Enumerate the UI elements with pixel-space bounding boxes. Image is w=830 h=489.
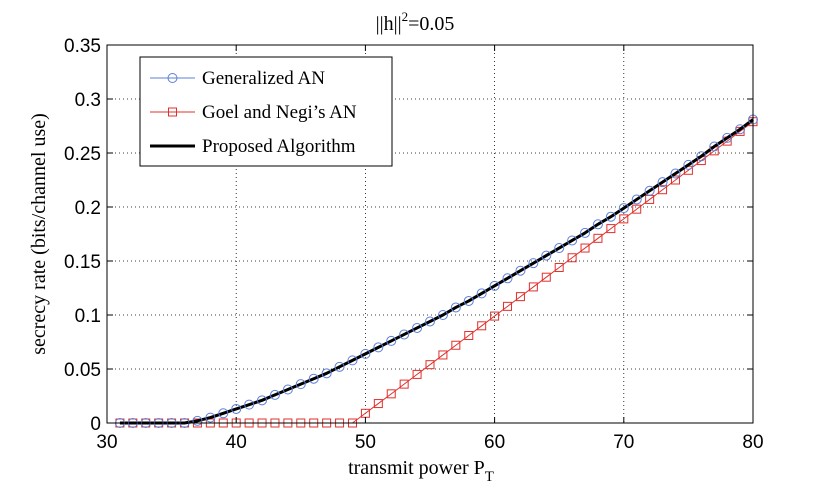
data-point-generalized-an	[437, 310, 448, 320]
data-point-generalized-an	[631, 194, 642, 205]
data-point-goel-and-negi-s-an	[658, 185, 668, 195]
data-point-generalized-an	[605, 211, 616, 222]
data-point-goel-and-negi-s-an	[451, 340, 461, 350]
data-point-generalized-an	[257, 395, 268, 406]
series-line-proposed-algorithm	[119, 118, 754, 425]
data-point-generalized-an	[347, 355, 358, 366]
y-axis-label: secrecy rate (bits/channel use)	[28, 113, 50, 355]
data-point-generalized-an	[321, 368, 332, 379]
data-point-generalized-an	[670, 168, 681, 179]
legend-label-generalized-an: Generalized AN	[202, 68, 325, 89]
data-point-goel-and-negi-s-an	[619, 214, 629, 224]
data-point-generalized-an	[412, 322, 423, 333]
ticks: 30 40 50 60 70 80 0 0.05 0.1 0.15 0.2 0.25 0.3 0.35	[64, 36, 764, 453]
y-tick-label: 0.05	[64, 360, 101, 381]
data-point-goel-and-negi-s-an	[438, 350, 448, 360]
data-point-generalized-an	[657, 177, 668, 188]
data-point-generalized-an	[231, 403, 242, 414]
data-point-goel-and-negi-s-an	[541, 272, 551, 282]
data-point-generalized-an	[735, 124, 746, 135]
data-point-generalized-an	[218, 408, 229, 419]
data-point-generalized-an	[683, 159, 694, 170]
data-point-generalized-an	[502, 273, 513, 284]
data-point-generalized-an	[360, 348, 371, 359]
data-point-generalized-an	[386, 335, 397, 346]
data-point-generalized-an	[541, 250, 552, 261]
y-tick-label: 0.3	[75, 90, 101, 111]
data-point-goel-and-negi-s-an	[670, 175, 680, 185]
data-point-goel-and-negi-s-an	[554, 262, 564, 272]
data-point-generalized-an	[244, 399, 255, 410]
data-point-generalized-an	[450, 302, 461, 313]
y-tick-label: 0.35	[64, 36, 101, 57]
data-point-goel-and-negi-s-an	[373, 399, 383, 409]
x-tick-label: 50	[355, 432, 376, 453]
data-point-generalized-an	[282, 384, 293, 395]
legend-label-proposed-algorithm: Proposed Algorithm	[202, 136, 356, 157]
data-point-generalized-an	[554, 243, 565, 254]
data-point-generalized-an	[644, 185, 655, 196]
data-point-goel-and-negi-s-an	[606, 224, 616, 234]
data-point-goel-and-negi-s-an	[490, 311, 500, 321]
data-point-goel-and-negi-s-an	[593, 233, 603, 243]
data-point-goel-and-negi-s-an	[632, 204, 642, 214]
data-point-generalized-an	[334, 361, 345, 372]
data-point-generalized-an	[463, 295, 474, 306]
data-point-generalized-an	[567, 235, 578, 246]
legend-item-goel-negi-an: Goel and Negi’s AN	[150, 102, 357, 123]
data-point-generalized-an	[205, 412, 216, 423]
data-point-generalized-an	[476, 288, 487, 299]
x-axis-label: transmit power PT	[348, 457, 494, 485]
legend: Generalized AN Goel and Negi’s AN Propos…	[139, 56, 393, 167]
x-tick-label: 40	[226, 432, 247, 453]
data-point-generalized-an	[373, 342, 384, 353]
data-point-generalized-an	[192, 415, 203, 426]
chart-title: ||h||2=0.05	[376, 9, 455, 35]
x-tick-label: 60	[484, 432, 505, 453]
data-point-goel-and-negi-s-an	[503, 301, 513, 311]
data-point-generalized-an	[295, 379, 306, 390]
data-point-generalized-an	[489, 280, 500, 291]
data-point-generalized-an	[308, 373, 319, 384]
legend-marker-circle-icon	[167, 73, 178, 83]
y-tick-label: 0.2	[75, 198, 101, 219]
data-point-generalized-an	[580, 227, 591, 238]
data-point-goel-and-negi-s-an	[580, 243, 590, 253]
plot-frame	[106, 44, 754, 424]
data-point-goel-and-negi-s-an	[528, 282, 538, 292]
data-point-goel-and-negi-s-an	[412, 369, 422, 379]
data-point-generalized-an	[618, 203, 629, 214]
data-point-goel-and-negi-s-an	[464, 331, 474, 341]
data-point-generalized-an	[425, 316, 435, 327]
data-point-goel-and-negi-s-an	[386, 389, 396, 399]
data-point-generalized-an	[399, 329, 410, 340]
data-point-generalized-an	[528, 258, 539, 269]
x-tick-label: 30	[96, 432, 117, 453]
data-point-generalized-an	[515, 265, 526, 276]
data-point-generalized-an	[709, 141, 720, 152]
y-tick-label: 0.1	[75, 306, 101, 327]
y-tick-label: 0.15	[64, 252, 101, 273]
data-point-goel-and-negi-s-an	[515, 292, 525, 302]
legend-item-proposed-algorithm: Proposed Algorithm	[150, 136, 356, 157]
data-point-generalized-an	[696, 151, 707, 162]
legend-label-goel-negi-an: Goel and Negi’s AN	[202, 102, 357, 123]
x-tick-label: 70	[613, 432, 634, 453]
x-tick-label: 80	[742, 432, 763, 453]
data-point-generalized-an	[269, 389, 280, 400]
y-tick-label: 0.25	[64, 144, 101, 165]
data-point-goel-and-negi-s-an	[567, 253, 577, 263]
data-point-goel-and-negi-s-an	[477, 321, 487, 331]
data-point-goel-and-negi-s-an	[425, 360, 435, 370]
data-point-generalized-an	[722, 132, 733, 143]
data-point-generalized-an	[592, 219, 603, 230]
y-tick-label: 0	[90, 414, 101, 435]
data-point-goel-and-negi-s-an	[399, 379, 409, 389]
legend-item-generalized-an: Generalized AN	[150, 68, 325, 89]
legend-marker-square-icon	[168, 107, 177, 117]
